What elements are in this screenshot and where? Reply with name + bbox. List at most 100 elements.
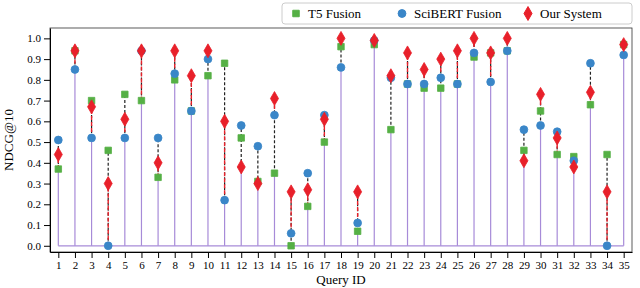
marker bbox=[437, 74, 445, 82]
marker bbox=[105, 147, 111, 153]
y-tick: 0.3 bbox=[27, 178, 50, 190]
stem bbox=[507, 51, 508, 246]
x-tick: 35 bbox=[619, 252, 631, 271]
marker bbox=[188, 108, 194, 114]
marker bbox=[104, 177, 112, 191]
x-tick-mark bbox=[457, 252, 458, 258]
marker bbox=[553, 131, 561, 145]
y-tick-mark bbox=[44, 142, 50, 143]
stem bbox=[207, 76, 208, 246]
marker bbox=[337, 31, 345, 45]
x-tick-mark bbox=[441, 252, 442, 258]
x-tick-label: 21 bbox=[386, 259, 397, 271]
marker bbox=[620, 38, 628, 52]
y-tick: 0.9 bbox=[27, 53, 50, 65]
x-tick: 18 bbox=[336, 252, 348, 271]
x-axis-title: Query ID bbox=[316, 272, 365, 287]
x-tick: 3 bbox=[89, 252, 95, 271]
y-axis-title: NDCG@10 bbox=[1, 109, 16, 171]
marker bbox=[171, 70, 179, 78]
x-tick-label: 1 bbox=[56, 259, 62, 271]
y-tick-label: 0.3 bbox=[27, 178, 41, 190]
x-axis: 1234567891011121314151617181920212223242… bbox=[51, 252, 633, 271]
marker bbox=[503, 31, 511, 45]
marker bbox=[238, 135, 244, 141]
marker bbox=[403, 46, 411, 60]
marker bbox=[287, 185, 295, 199]
x-tick: 25 bbox=[452, 252, 464, 271]
y-tick-label: 1.0 bbox=[27, 32, 41, 44]
marker bbox=[537, 108, 543, 114]
legend-label: Our System bbox=[540, 6, 602, 21]
x-tick-mark bbox=[541, 252, 542, 258]
y-tick-mark bbox=[44, 163, 50, 164]
marker bbox=[603, 242, 611, 250]
x-tick-mark bbox=[341, 252, 342, 258]
stem bbox=[274, 173, 275, 246]
x-tick-mark bbox=[507, 252, 508, 258]
x-tick-label: 9 bbox=[189, 259, 195, 271]
stem bbox=[440, 88, 441, 246]
x-tick-mark bbox=[241, 252, 242, 258]
marker bbox=[138, 97, 144, 103]
x-tick-label: 23 bbox=[419, 259, 431, 271]
gain-line bbox=[107, 184, 108, 246]
marker bbox=[604, 151, 610, 157]
stem bbox=[540, 125, 541, 245]
y-tick-label: 0.6 bbox=[27, 115, 41, 127]
x-tick-label: 32 bbox=[569, 259, 580, 271]
marker bbox=[388, 126, 394, 132]
marker bbox=[254, 142, 262, 150]
marker bbox=[521, 147, 527, 153]
marker bbox=[122, 91, 128, 97]
y-tick: 0.0 bbox=[27, 240, 50, 252]
y-tick: 0.2 bbox=[27, 198, 50, 210]
x-tick: 22 bbox=[403, 252, 414, 271]
x-tick-label: 20 bbox=[369, 259, 381, 271]
x-tick-label: 16 bbox=[303, 259, 315, 271]
x-tick-mark bbox=[590, 252, 591, 258]
stem bbox=[157, 177, 158, 245]
stem bbox=[557, 155, 558, 246]
x-tick-mark bbox=[324, 252, 325, 258]
x-tick: 16 bbox=[303, 252, 315, 271]
legend-label: SciBERT Fusion bbox=[414, 6, 502, 21]
x-tick-label: 6 bbox=[139, 259, 145, 271]
x-tick-mark bbox=[607, 252, 608, 258]
marker bbox=[271, 111, 279, 119]
marker bbox=[587, 59, 595, 67]
marker bbox=[288, 243, 294, 249]
legend-label: T5 Fusion bbox=[308, 6, 362, 21]
stem bbox=[241, 167, 242, 246]
x-tick-mark bbox=[491, 252, 492, 258]
marker bbox=[537, 122, 545, 130]
y-tick-mark bbox=[44, 101, 50, 102]
marker bbox=[54, 148, 62, 162]
series-2 bbox=[54, 31, 627, 198]
x-tick-label: 24 bbox=[436, 259, 448, 271]
stem bbox=[74, 69, 75, 245]
series-1 bbox=[54, 37, 627, 250]
y-axis: 0.00.10.20.30.40.50.60.70.80.91.0 bbox=[27, 29, 50, 253]
x-tick: 15 bbox=[286, 252, 298, 271]
marker bbox=[321, 139, 327, 145]
marker bbox=[204, 44, 212, 58]
marker bbox=[154, 134, 162, 142]
x-tick: 24 bbox=[436, 252, 448, 271]
x-tick-label: 22 bbox=[403, 259, 414, 271]
y-tick: 0.1 bbox=[27, 219, 50, 231]
marker bbox=[221, 114, 229, 128]
x-tick: 5 bbox=[123, 252, 129, 271]
frame bbox=[50, 28, 632, 252]
x-tick: 32 bbox=[569, 252, 580, 271]
marker bbox=[121, 134, 129, 142]
x-tick: 19 bbox=[353, 252, 365, 271]
stem bbox=[407, 84, 408, 246]
marker bbox=[470, 31, 478, 45]
x-tick: 33 bbox=[585, 252, 597, 271]
y-tick: 0.7 bbox=[27, 95, 50, 107]
gain-line bbox=[606, 192, 607, 246]
marker bbox=[187, 107, 195, 115]
x-tick: 7 bbox=[156, 252, 162, 271]
y-tick-label: 0.7 bbox=[27, 95, 41, 107]
